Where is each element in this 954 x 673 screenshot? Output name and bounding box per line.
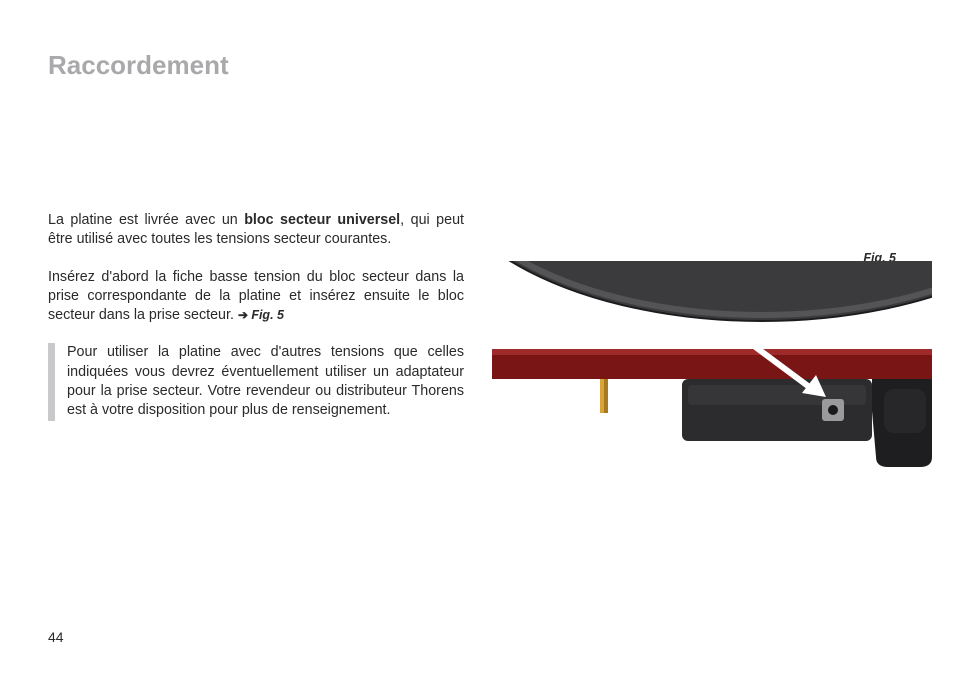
figure-reference-inline: ➔ Fig. 5: [238, 308, 284, 322]
section-heading: Raccordement: [48, 50, 906, 81]
arrow-right-icon: ➔: [238, 308, 251, 322]
para1-pre: La platine est livrée avec un: [48, 212, 244, 228]
paragraph-intro: La platine est livrée avec un bloc secte…: [48, 211, 464, 250]
text-column: La platine est livrée avec un bloc secte…: [48, 211, 464, 421]
para1-bold: bloc secteur universel: [244, 212, 400, 228]
note-accent-bar: [48, 343, 55, 420]
note-block: Pour utiliser la platine avec d'autres t…: [48, 343, 464, 420]
paragraph-instruction: Insérez d'abord la fiche basse tension d…: [48, 268, 464, 326]
figure-illustration: [492, 261, 932, 481]
content-area: La platine est livrée avec un bloc secte…: [48, 211, 906, 421]
page-number: 44: [48, 629, 64, 645]
note-text: Pour utiliser la platine avec d'autres t…: [67, 343, 464, 420]
figure-column: Fig. 5: [492, 211, 906, 421]
fig-ref-text: Fig. 5: [251, 308, 284, 322]
